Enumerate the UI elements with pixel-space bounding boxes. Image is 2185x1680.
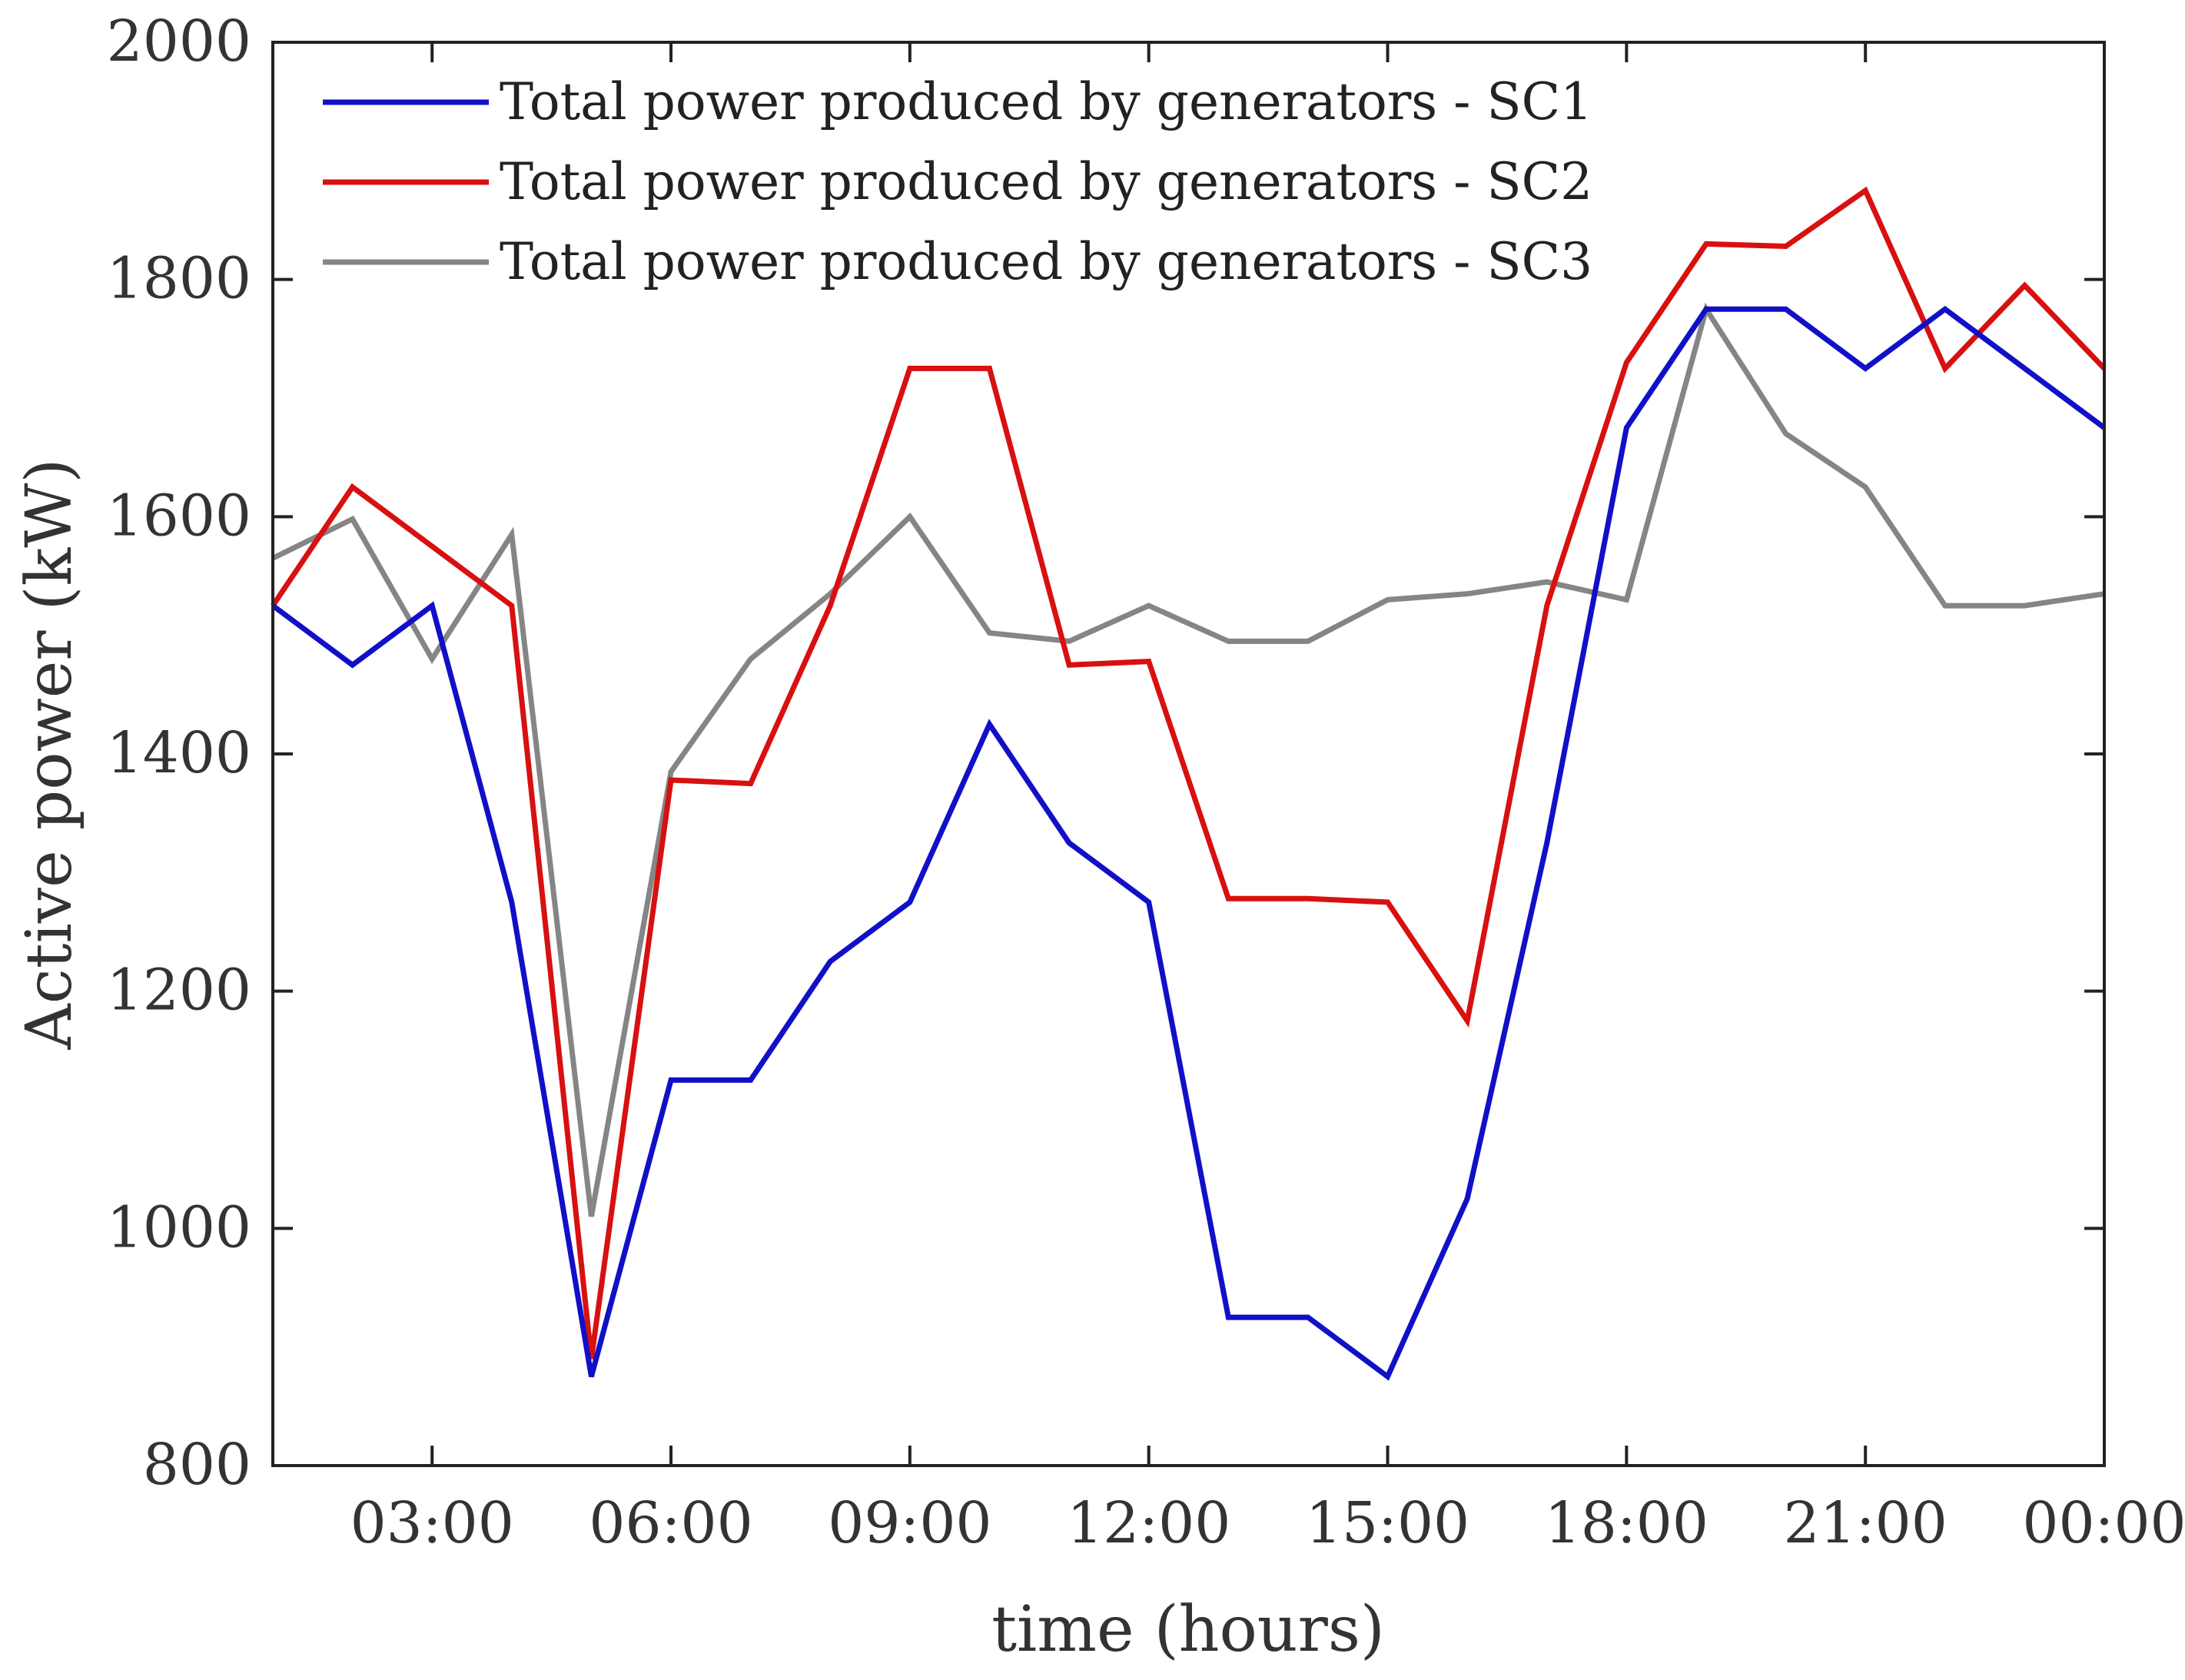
legend-label-sc1: Total power produced by generators - SC1 xyxy=(500,72,1592,131)
x-tick-label: 15:00 xyxy=(1306,1490,1469,1556)
y-axis: 800 1000 1200 1400 1600 1800 2000 xyxy=(107,8,2104,1498)
x-tick-label: 03:00 xyxy=(350,1490,514,1556)
x-tick-label: 12:00 xyxy=(1067,1490,1230,1556)
x-tick-label: 21:00 xyxy=(1784,1490,1948,1556)
y-tick-label: 1000 xyxy=(107,1194,251,1260)
plot-area-frame xyxy=(271,41,2106,1467)
legend: Total power produced by generators - SC1… xyxy=(323,72,1592,291)
series-lines xyxy=(271,186,2107,1381)
y-tick-label: 1600 xyxy=(107,483,251,549)
legend-label-sc2: Total power produced by generators - SC2 xyxy=(500,152,1592,211)
x-axis-label: time (hours) xyxy=(991,1593,1385,1666)
x-tick-label: 09:00 xyxy=(828,1490,991,1556)
x-tick-label: 18:00 xyxy=(1545,1490,1708,1556)
legend-label-sc3: Total power produced by generators - SC3 xyxy=(500,232,1592,291)
y-axis-label: Active power (kW) xyxy=(13,458,86,1050)
y-tick-label: 1400 xyxy=(107,720,251,786)
series-line-sc3 xyxy=(271,302,2105,1217)
y-tick-label: 1800 xyxy=(107,246,251,312)
y-tick-label: 1200 xyxy=(107,958,251,1024)
y-tick-label: 2000 xyxy=(107,8,251,75)
x-axis: 03:00 06:00 09:00 12:00 15:00 18:00 21:00 00:00 xyxy=(350,42,2185,1556)
x-tick-label: 00:00 xyxy=(2022,1490,2185,1556)
series-line-sc1 xyxy=(271,305,2107,1381)
series-line-sc2 xyxy=(271,186,2107,1360)
x-tick-label: 06:00 xyxy=(589,1490,752,1556)
y-tick-label: 800 xyxy=(143,1432,251,1498)
